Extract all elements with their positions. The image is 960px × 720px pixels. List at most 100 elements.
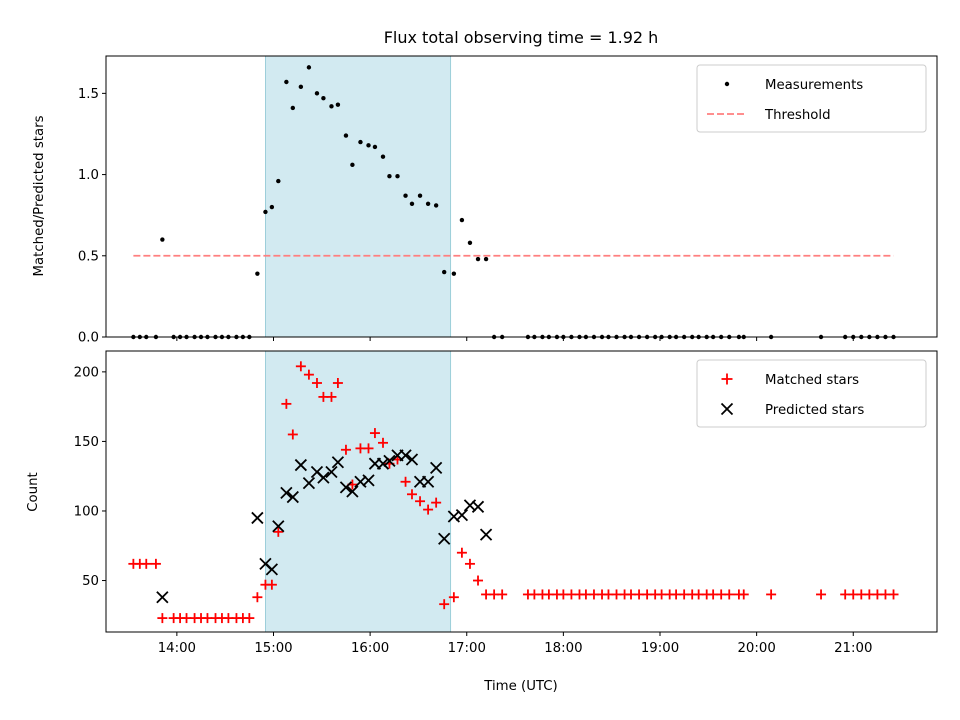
bottom-y-tick-label: 100 [74,504,99,519]
matched-star-point [244,613,255,624]
predicted-star-point [430,461,443,474]
matched-star-point [326,391,337,402]
matched-star-point [456,547,467,558]
matched-star-point [157,613,168,624]
predicted-star-point [376,457,390,470]
x-tick-label: 19:00 [641,641,679,656]
predicted-star-point [286,490,299,504]
predicted-star-point [265,563,279,576]
top-legend-box [696,64,927,133]
measurement-point [269,204,275,210]
measurement-point [380,154,386,159]
matched-star-point [287,429,298,440]
top-y-ticks: 0.0 0.5 1.0 1.5 [78,87,106,346]
matched-star-point [766,589,777,600]
matched-star-point [473,575,484,586]
measurement-point [263,209,268,215]
legend-threshold-label: Threshold [764,108,831,123]
predicted-star-point [383,454,396,468]
predicted-star-point [479,528,493,541]
measurement-point [372,144,378,150]
top-y-axis-label: Matched/Predicted stars [32,115,47,276]
matched-star-point [332,377,343,388]
predicted-star-point [325,465,338,479]
measurement-point [433,203,439,208]
measurement-point [417,193,423,198]
measurement-point [358,139,363,145]
predicted-star-point [272,520,285,533]
measurement-point [284,79,289,85]
measurement-point [467,240,473,245]
measurement-point [335,102,341,107]
matched-star-points [128,361,899,624]
predicted-star-point [280,486,293,500]
top-y-tick-label: 0.0 [78,331,99,346]
matched-star-point [150,558,161,569]
measurement-point [387,173,392,179]
matched-star-point [340,444,351,455]
bottom-y-tick-label: 150 [74,435,99,450]
measurement-point [475,256,481,262]
bottom-y-tick-label: 50 [82,574,99,589]
predicted-star-point [317,471,330,484]
matched-star-point [431,497,442,508]
measurement-point [329,104,334,109]
measurement-point [255,271,260,276]
predicted-star-point [294,458,308,472]
top-axes-frame [105,55,938,338]
predicted-star-point [251,511,264,525]
predicted-star-point [405,453,419,466]
top-y-tick-label: 0.5 [78,249,99,264]
measurement-point [314,91,320,96]
bottom-legend-box [696,359,927,428]
bottom-panel: 50 100 150 200 14:00 15:00 16:00 17:00 18:00 19:… [26,350,938,694]
legend-measurements-label: Measurements [765,78,863,93]
measurement-point [276,178,281,184]
matched-star-point [252,592,263,603]
matched-star-point [378,437,388,448]
bottom-legend: Matched stars Predicted stars [696,359,927,428]
measurement-point [483,256,489,262]
measurement-point [366,143,371,148]
predicted-star-point [339,481,353,494]
matched-star-point [439,599,450,610]
predicted-star-points [156,449,493,604]
legend-measurement-marker [724,81,730,87]
matched-star-point [423,504,434,515]
measurement-point [403,193,408,198]
matched-star-point [415,496,426,507]
top-y-tick-label: 1.0 [78,168,99,183]
predicted-star-point [362,474,375,487]
matched-star-point [448,592,459,603]
matched-star-point [281,398,292,409]
legend-predicted-label: Predicted stars [765,403,864,418]
predicted-star-point [346,485,359,498]
bottom-axes-frame [105,350,938,633]
measurement-point [321,96,326,101]
legend-predicted-marker [720,402,734,416]
observing-window-shade-bottom [265,350,452,633]
measurement-point [395,173,400,179]
predicted-star-point [399,449,412,462]
measurement-point [441,269,447,275]
matched-star-point [497,589,508,600]
legend-matched-label: Matched stars [765,373,859,388]
matched-star-point [303,369,314,380]
predicted-star-point [421,475,435,488]
measurement-point [459,217,465,223]
predicted-star-point [438,532,451,545]
matched-star-point [295,361,306,372]
measurement-point [306,65,312,70]
matched-star-point [141,558,152,569]
x-axis-label: Time (UTC) [483,679,558,694]
matched-star-point [888,589,899,600]
matched-star-point [738,589,749,600]
measurement-point [409,201,415,207]
x-tick-label: 16:00 [351,641,389,656]
measurement-point [425,201,431,207]
measurement-point [343,133,349,138]
x-tick-label: 21:00 [834,641,872,656]
measurement-point [451,271,457,276]
predicted-star-point [302,477,316,490]
